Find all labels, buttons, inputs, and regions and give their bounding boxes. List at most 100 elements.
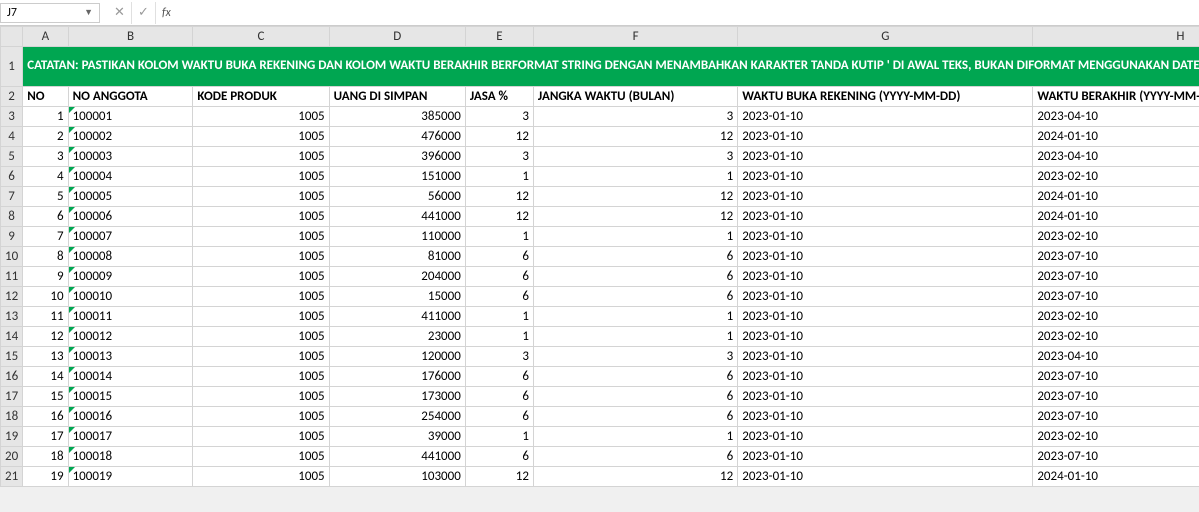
cell[interactable]: 6	[465, 247, 533, 267]
cell[interactable]: 100002	[68, 127, 193, 147]
cell[interactable]: 100008	[68, 247, 193, 267]
row-header[interactable]: 21	[1, 467, 23, 487]
cell[interactable]: 1	[533, 227, 737, 247]
cell[interactable]: 2023-04-10	[1033, 147, 1199, 167]
cell[interactable]: 56000	[329, 187, 465, 207]
cell[interactable]: 1	[465, 427, 533, 447]
table-header-cell[interactable]: WAKTU BERAKHIR (YYYY-MM-DD)	[1033, 87, 1199, 107]
cell[interactable]: 2023-01-10	[738, 187, 1033, 207]
select-all-corner[interactable]	[1, 27, 23, 47]
row-header[interactable]: 18	[1, 407, 23, 427]
cell[interactable]: 120000	[329, 347, 465, 367]
table-header-cell[interactable]: JASA %	[465, 87, 533, 107]
cell[interactable]: 1005	[193, 387, 329, 407]
cell[interactable]: 14	[23, 367, 68, 387]
cancel-icon[interactable]: ✕	[108, 2, 132, 24]
cell[interactable]: 2023-01-10	[738, 427, 1033, 447]
row-header[interactable]: 14	[1, 327, 23, 347]
cell[interactable]: 2023-07-10	[1033, 407, 1199, 427]
cell[interactable]: 173000	[329, 387, 465, 407]
cell[interactable]: 9	[23, 267, 68, 287]
name-box[interactable]: J7 ▼	[0, 3, 100, 23]
cell[interactable]: 15000	[329, 287, 465, 307]
cell[interactable]: 1005	[193, 447, 329, 467]
cell[interactable]: 2023-02-10	[1033, 327, 1199, 347]
cell[interactable]: 2023-02-10	[1033, 307, 1199, 327]
cell[interactable]: 2023-01-10	[738, 407, 1033, 427]
cell[interactable]: 12	[465, 187, 533, 207]
cell[interactable]: 3	[465, 107, 533, 127]
row-header[interactable]: 6	[1, 167, 23, 187]
col-header-D[interactable]: D	[329, 27, 465, 47]
row-header[interactable]: 9	[1, 227, 23, 247]
cell[interactable]: 6	[533, 447, 737, 467]
cell[interactable]: 17	[23, 427, 68, 447]
cell[interactable]: 2023-01-10	[738, 367, 1033, 387]
cell[interactable]: 1005	[193, 307, 329, 327]
cell[interactable]: 2023-01-10	[738, 247, 1033, 267]
cell[interactable]: 2023-01-10	[738, 467, 1033, 487]
cell[interactable]: 6	[533, 287, 737, 307]
cell[interactable]: 2023-01-10	[738, 167, 1033, 187]
cell[interactable]: 2023-07-10	[1033, 247, 1199, 267]
cell[interactable]: 2023-04-10	[1033, 347, 1199, 367]
cell[interactable]: 1005	[193, 207, 329, 227]
cell[interactable]: 1	[465, 307, 533, 327]
cell[interactable]: 2	[23, 127, 68, 147]
row-header[interactable]: 4	[1, 127, 23, 147]
cell[interactable]: 23000	[329, 327, 465, 347]
row-header[interactable]: 12	[1, 287, 23, 307]
cell[interactable]: 1005	[193, 407, 329, 427]
cell[interactable]: 13	[23, 347, 68, 367]
cell[interactable]: 100014	[68, 367, 193, 387]
cell[interactable]: 1	[465, 327, 533, 347]
chevron-down-icon[interactable]: ▼	[84, 7, 93, 18]
cell[interactable]: 441000	[329, 207, 465, 227]
cell[interactable]: 100017	[68, 427, 193, 447]
cell[interactable]: 2024-01-10	[1033, 207, 1199, 227]
cell[interactable]: 6	[465, 447, 533, 467]
cell[interactable]: 1005	[193, 287, 329, 307]
cell[interactable]: 1005	[193, 167, 329, 187]
cell[interactable]: 6	[533, 407, 737, 427]
cell[interactable]: 2024-01-10	[1033, 127, 1199, 147]
cell[interactable]: 100006	[68, 207, 193, 227]
cell[interactable]: 1005	[193, 467, 329, 487]
cell[interactable]: 6	[465, 407, 533, 427]
cell[interactable]: 4	[23, 167, 68, 187]
cell[interactable]: 1005	[193, 107, 329, 127]
cell[interactable]: 100010	[68, 287, 193, 307]
cell[interactable]: 12	[533, 467, 737, 487]
cell[interactable]: 1	[533, 307, 737, 327]
cell[interactable]: 2023-01-10	[738, 147, 1033, 167]
cell[interactable]: 5	[23, 187, 68, 207]
cell[interactable]: 476000	[329, 127, 465, 147]
cell[interactable]: 100016	[68, 407, 193, 427]
cell[interactable]: 2023-01-10	[738, 387, 1033, 407]
cell[interactable]: 7	[23, 227, 68, 247]
formula-input[interactable]	[177, 2, 1199, 24]
cell[interactable]: 1	[533, 427, 737, 447]
cell[interactable]: 411000	[329, 307, 465, 327]
cell[interactable]: 441000	[329, 447, 465, 467]
cell[interactable]: 100007	[68, 227, 193, 247]
cell[interactable]: 254000	[329, 407, 465, 427]
cell[interactable]: 1005	[193, 227, 329, 247]
table-header-cell[interactable]: KODE PRODUK	[193, 87, 329, 107]
spreadsheet-grid[interactable]: ABCDEFGH1CATATAN: PASTIKAN KOLOM WAKTU B…	[0, 26, 1199, 487]
cell[interactable]: 1005	[193, 427, 329, 447]
table-header-cell[interactable]: NO ANGGOTA	[68, 87, 193, 107]
cell[interactable]: 3	[23, 147, 68, 167]
cell[interactable]: 16	[23, 407, 68, 427]
cell[interactable]: 6	[465, 367, 533, 387]
cell[interactable]: 100003	[68, 147, 193, 167]
cell[interactable]: 10	[23, 287, 68, 307]
cell[interactable]: 6	[533, 387, 737, 407]
cell[interactable]: 1	[533, 327, 737, 347]
cell[interactable]: 1005	[193, 127, 329, 147]
cell[interactable]: 1005	[193, 347, 329, 367]
cell[interactable]: 385000	[329, 107, 465, 127]
cell[interactable]: 2023-02-10	[1033, 167, 1199, 187]
cell[interactable]: 1	[465, 167, 533, 187]
note-cell[interactable]: CATATAN: PASTIKAN KOLOM WAKTU BUKA REKEN…	[23, 47, 1199, 87]
